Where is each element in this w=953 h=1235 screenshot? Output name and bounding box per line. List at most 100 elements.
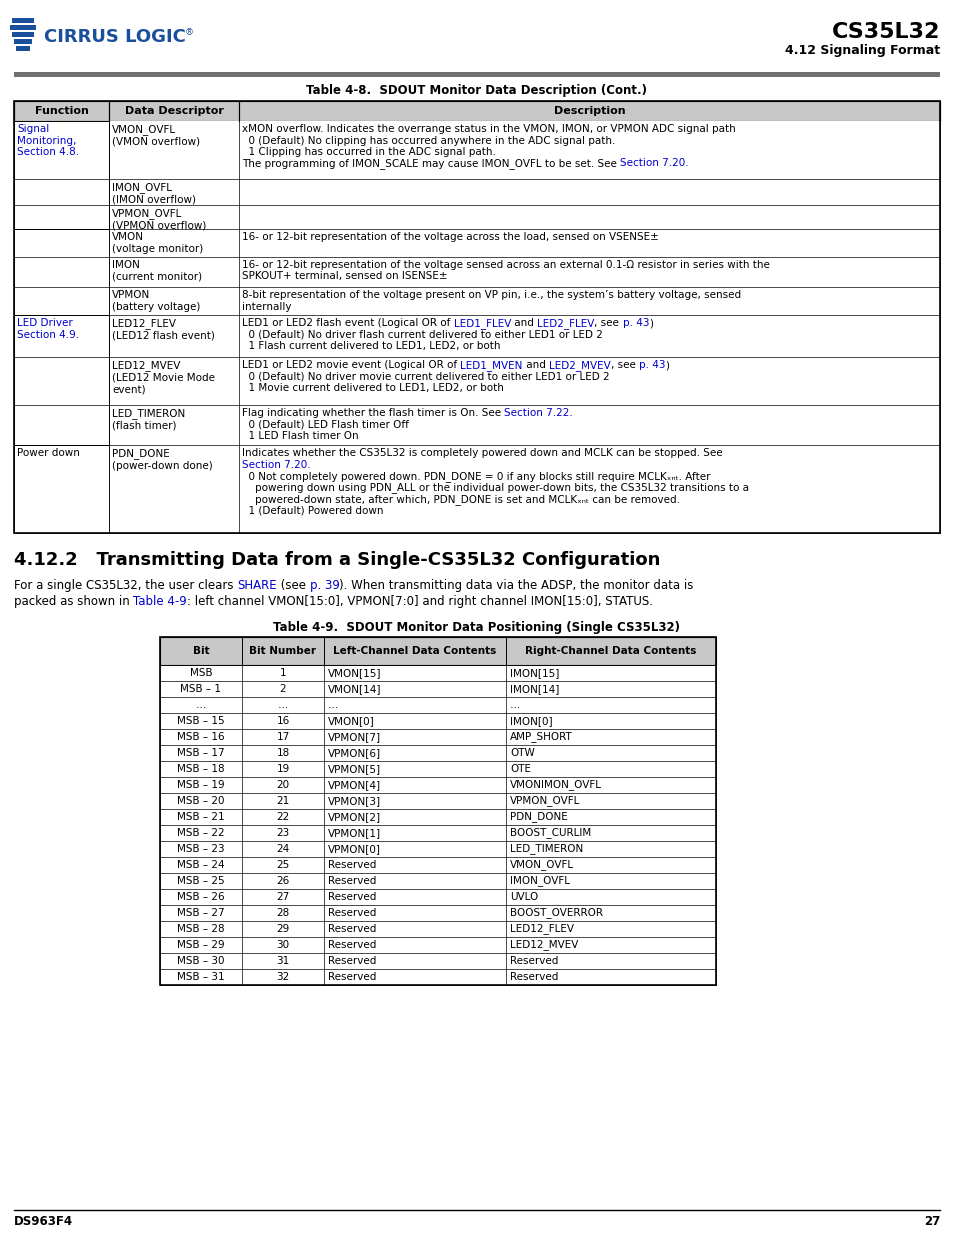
Text: VMON
(voltage monitor): VMON (voltage monitor) xyxy=(112,232,203,253)
Text: 16- or 12-bit representation of the voltage sensed across an external 0.1-Ω resi: 16- or 12-bit representation of the volt… xyxy=(242,261,769,270)
Text: Reserved: Reserved xyxy=(328,876,376,885)
Text: Reserved: Reserved xyxy=(328,908,376,918)
Text: 20: 20 xyxy=(276,781,290,790)
Text: Section 7.20.: Section 7.20. xyxy=(242,459,311,469)
Text: 1 Flash current delivered to LED1, LED2, or both: 1 Flash current delivered to LED1, LED2,… xyxy=(242,341,500,351)
Text: 0 (Default) No driver flash current delivered to either LED1 or LED 2: 0 (Default) No driver flash current deli… xyxy=(242,330,602,340)
Bar xyxy=(160,937,716,953)
Text: SHARE: SHARE xyxy=(237,579,276,592)
Text: Reserved: Reserved xyxy=(328,972,376,982)
Text: internally: internally xyxy=(242,301,292,311)
Bar xyxy=(160,905,716,921)
Text: The programming of IMON_SCALE may cause IMON_OVFL to be set. See: The programming of IMON_SCALE may cause … xyxy=(242,158,619,169)
Text: 27: 27 xyxy=(923,1215,939,1228)
Text: VMON_OVFL
(VMON overflow): VMON_OVFL (VMON overflow) xyxy=(112,124,200,147)
Text: Left-Channel Data Contents: Left-Channel Data Contents xyxy=(333,646,497,656)
Text: VPMON[3]: VPMON[3] xyxy=(328,797,381,806)
Bar xyxy=(14,179,939,205)
Bar xyxy=(14,287,939,315)
Text: VPMON[4]: VPMON[4] xyxy=(328,781,381,790)
Text: MSB – 15: MSB – 15 xyxy=(177,716,225,726)
Text: …: … xyxy=(328,700,338,710)
Text: 4.12 Signaling Format: 4.12 Signaling Format xyxy=(784,44,939,57)
Bar xyxy=(160,777,716,793)
Text: MSB – 22: MSB – 22 xyxy=(177,827,225,839)
Text: MSB – 19: MSB – 19 xyxy=(177,781,225,790)
Text: packed as shown in: packed as shown in xyxy=(14,595,133,608)
Text: LED_TIMERON: LED_TIMERON xyxy=(510,844,582,855)
Text: VPMON
(battery voltage): VPMON (battery voltage) xyxy=(112,290,200,311)
Text: 1 Movie current delivered to LED1, LED2, or both: 1 Movie current delivered to LED1, LED2,… xyxy=(242,383,503,393)
Bar xyxy=(10,25,36,30)
Bar xyxy=(12,19,34,23)
Text: Reserved: Reserved xyxy=(328,860,376,869)
Bar xyxy=(14,315,939,357)
Bar xyxy=(16,46,30,51)
Text: AMP_SHORT: AMP_SHORT xyxy=(510,731,572,742)
Text: 1: 1 xyxy=(279,668,286,678)
Text: MSB – 30: MSB – 30 xyxy=(177,956,225,966)
Text: CIRRUS LOGIC: CIRRUS LOGIC xyxy=(44,28,186,46)
Bar xyxy=(14,257,939,287)
Bar xyxy=(160,637,716,664)
Text: VPMON[7]: VPMON[7] xyxy=(328,732,381,742)
Text: , see: , see xyxy=(594,317,622,329)
Text: ): ) xyxy=(648,317,653,329)
Text: : left channel VMON[15:0], VPMON[7:0] and right channel IMON[15:0], STATUS.: : left channel VMON[15:0], VPMON[7:0] an… xyxy=(187,595,653,608)
Text: 8-bit representation of the voltage present on VP pin, i.e., the system’s batter: 8-bit representation of the voltage pres… xyxy=(242,290,740,300)
Text: and: and xyxy=(522,359,548,370)
Text: MSB – 28: MSB – 28 xyxy=(177,924,225,934)
Bar xyxy=(14,405,939,445)
Bar xyxy=(160,953,716,969)
Text: 0 (Default) LED Flash timer Off: 0 (Default) LED Flash timer Off xyxy=(242,420,409,430)
Text: VMON[14]: VMON[14] xyxy=(328,684,381,694)
Text: LED Driver
Section 4.9.: LED Driver Section 4.9. xyxy=(17,317,79,340)
Text: UVLO: UVLO xyxy=(510,892,537,902)
Text: 27: 27 xyxy=(276,892,290,902)
Text: 4.12.2   Transmitting Data from a Single-CS35L32 Configuration: 4.12.2 Transmitting Data from a Single-C… xyxy=(14,551,659,569)
Text: p. 43: p. 43 xyxy=(622,317,648,329)
Text: LED12_MVEV
(LED12 Movie Mode
event): LED12_MVEV (LED12 Movie Mode event) xyxy=(112,359,214,394)
Text: MSB – 1: MSB – 1 xyxy=(180,684,221,694)
Text: xMON overflow. Indicates the overrange status in the VMON, IMON, or VPMON ADC si: xMON overflow. Indicates the overrange s… xyxy=(242,124,735,135)
Text: Reserved: Reserved xyxy=(328,924,376,934)
Bar xyxy=(14,72,939,77)
Text: 0 Not completely powered down. PDN_DONE = 0 if any blocks still require MCLKₓₙₜ.: 0 Not completely powered down. PDN_DONE … xyxy=(242,471,710,482)
Text: Reserved: Reserved xyxy=(328,892,376,902)
Text: 30: 30 xyxy=(276,940,290,950)
Bar xyxy=(14,121,109,228)
Text: 0 (Default) No driver movie current delivered to either LED1 or LED 2: 0 (Default) No driver movie current deli… xyxy=(242,372,609,382)
Text: IMON[14]: IMON[14] xyxy=(510,684,558,694)
Text: VPMON[1]: VPMON[1] xyxy=(328,827,381,839)
Text: IMON
(current monitor): IMON (current monitor) xyxy=(112,261,202,282)
Bar xyxy=(160,729,716,745)
Text: MSB – 21: MSB – 21 xyxy=(177,811,225,823)
Bar xyxy=(160,761,716,777)
Text: Indicates whether the CS35L32 is completely powered down and MCLK can be stopped: Indicates whether the CS35L32 is complet… xyxy=(242,448,721,458)
Text: LED12_MVEV: LED12_MVEV xyxy=(510,940,578,951)
Bar xyxy=(14,101,939,121)
Text: VPMON_OVFL: VPMON_OVFL xyxy=(510,795,579,806)
Text: MSB – 20: MSB – 20 xyxy=(177,797,225,806)
Text: BOOST_OVERROR: BOOST_OVERROR xyxy=(510,908,602,919)
Text: Reserved: Reserved xyxy=(328,940,376,950)
Text: 21: 21 xyxy=(276,797,290,806)
Text: Description: Description xyxy=(553,106,624,116)
Text: Flag indicating whether the flash timer is On. See: Flag indicating whether the flash timer … xyxy=(242,408,504,417)
Text: Bit: Bit xyxy=(193,646,209,656)
Text: 1 (Default) Powered down: 1 (Default) Powered down xyxy=(242,505,383,515)
Text: IMON[15]: IMON[15] xyxy=(510,668,558,678)
Bar xyxy=(160,857,716,873)
Bar xyxy=(160,745,716,761)
Text: LED2_MVEV: LED2_MVEV xyxy=(548,359,610,370)
Text: 26: 26 xyxy=(276,876,290,885)
Text: …: … xyxy=(195,700,206,710)
Text: MSB – 17: MSB – 17 xyxy=(177,748,225,758)
Text: Bit Number: Bit Number xyxy=(250,646,316,656)
Text: 16- or 12-bit representation of the voltage across the load, sensed on VSENSE±: 16- or 12-bit representation of the volt… xyxy=(242,232,659,242)
Text: PDN_DONE: PDN_DONE xyxy=(510,811,567,823)
Text: 18: 18 xyxy=(276,748,290,758)
Text: powered-down state, after which, PDN_DONE is set and MCLKₓₙₜ can be removed.: powered-down state, after which, PDN_DON… xyxy=(242,494,679,505)
Bar xyxy=(160,921,716,937)
Text: PDN_DONE
(power-down done): PDN_DONE (power-down done) xyxy=(112,448,213,471)
